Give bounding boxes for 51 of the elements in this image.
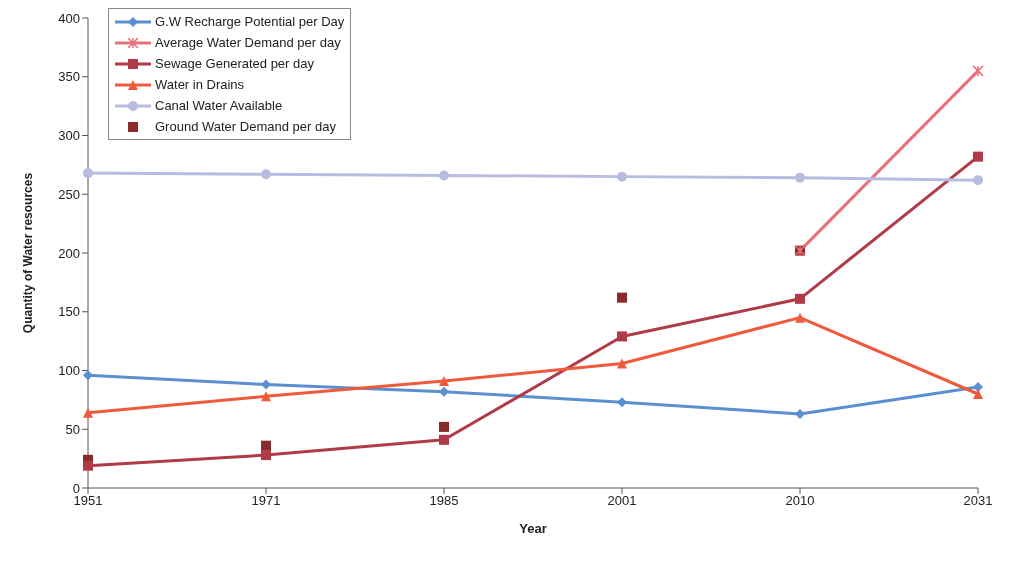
point bbox=[617, 358, 627, 369]
point bbox=[83, 370, 93, 381]
x-tick-label: 1971 bbox=[251, 493, 281, 509]
point bbox=[973, 175, 983, 186]
point bbox=[261, 379, 271, 390]
point bbox=[973, 381, 983, 392]
point bbox=[261, 169, 271, 180]
x-tick-label: 2001 bbox=[607, 493, 637, 509]
y-tick-label: 150 bbox=[58, 304, 80, 320]
legend-label: Sewage Generated per day bbox=[155, 54, 314, 73]
point bbox=[439, 421, 449, 432]
point bbox=[617, 331, 627, 342]
point bbox=[83, 168, 93, 179]
point bbox=[617, 397, 627, 408]
x-tick-label: 2010 bbox=[785, 493, 815, 509]
y-tick-label: 200 bbox=[58, 245, 80, 261]
point bbox=[83, 460, 93, 471]
point bbox=[795, 408, 805, 419]
point bbox=[973, 151, 983, 162]
point bbox=[261, 391, 271, 402]
y-axis-title: Quantity of Water resources bbox=[21, 172, 36, 334]
point bbox=[439, 170, 449, 181]
point bbox=[439, 434, 449, 445]
point bbox=[83, 407, 93, 418]
x-tick-label: 1951 bbox=[73, 493, 103, 509]
legend-label: Ground Water Demand per day bbox=[155, 117, 336, 136]
y-tick-label: 100 bbox=[58, 363, 80, 379]
y-tick-label: 300 bbox=[58, 128, 80, 144]
point bbox=[972, 65, 984, 77]
legend-label: Water in Drains bbox=[155, 75, 245, 94]
y-tick-label: 50 bbox=[65, 421, 80, 437]
x-tick-label: 1985 bbox=[429, 493, 459, 509]
legend-label: G.W Recharge Potential per Day bbox=[155, 12, 345, 31]
legend-label: Canal Water Available bbox=[155, 96, 283, 115]
y-tick-label: 0 bbox=[72, 480, 80, 496]
point bbox=[795, 312, 805, 323]
point bbox=[261, 440, 271, 451]
point bbox=[973, 389, 983, 399]
point bbox=[439, 376, 449, 387]
point bbox=[795, 172, 805, 183]
y-tick-label: 250 bbox=[58, 186, 80, 202]
point bbox=[617, 171, 627, 182]
x-tick-label: 2031 bbox=[963, 493, 993, 509]
point bbox=[795, 293, 805, 304]
legend-label: Average Water Demand per day bbox=[155, 33, 341, 52]
x-axis-title: Year bbox=[519, 521, 547, 536]
point bbox=[261, 450, 271, 461]
point bbox=[617, 292, 627, 303]
y-tick-label: 350 bbox=[58, 69, 80, 85]
y-tick-label: 400 bbox=[58, 10, 80, 26]
point bbox=[439, 386, 449, 397]
